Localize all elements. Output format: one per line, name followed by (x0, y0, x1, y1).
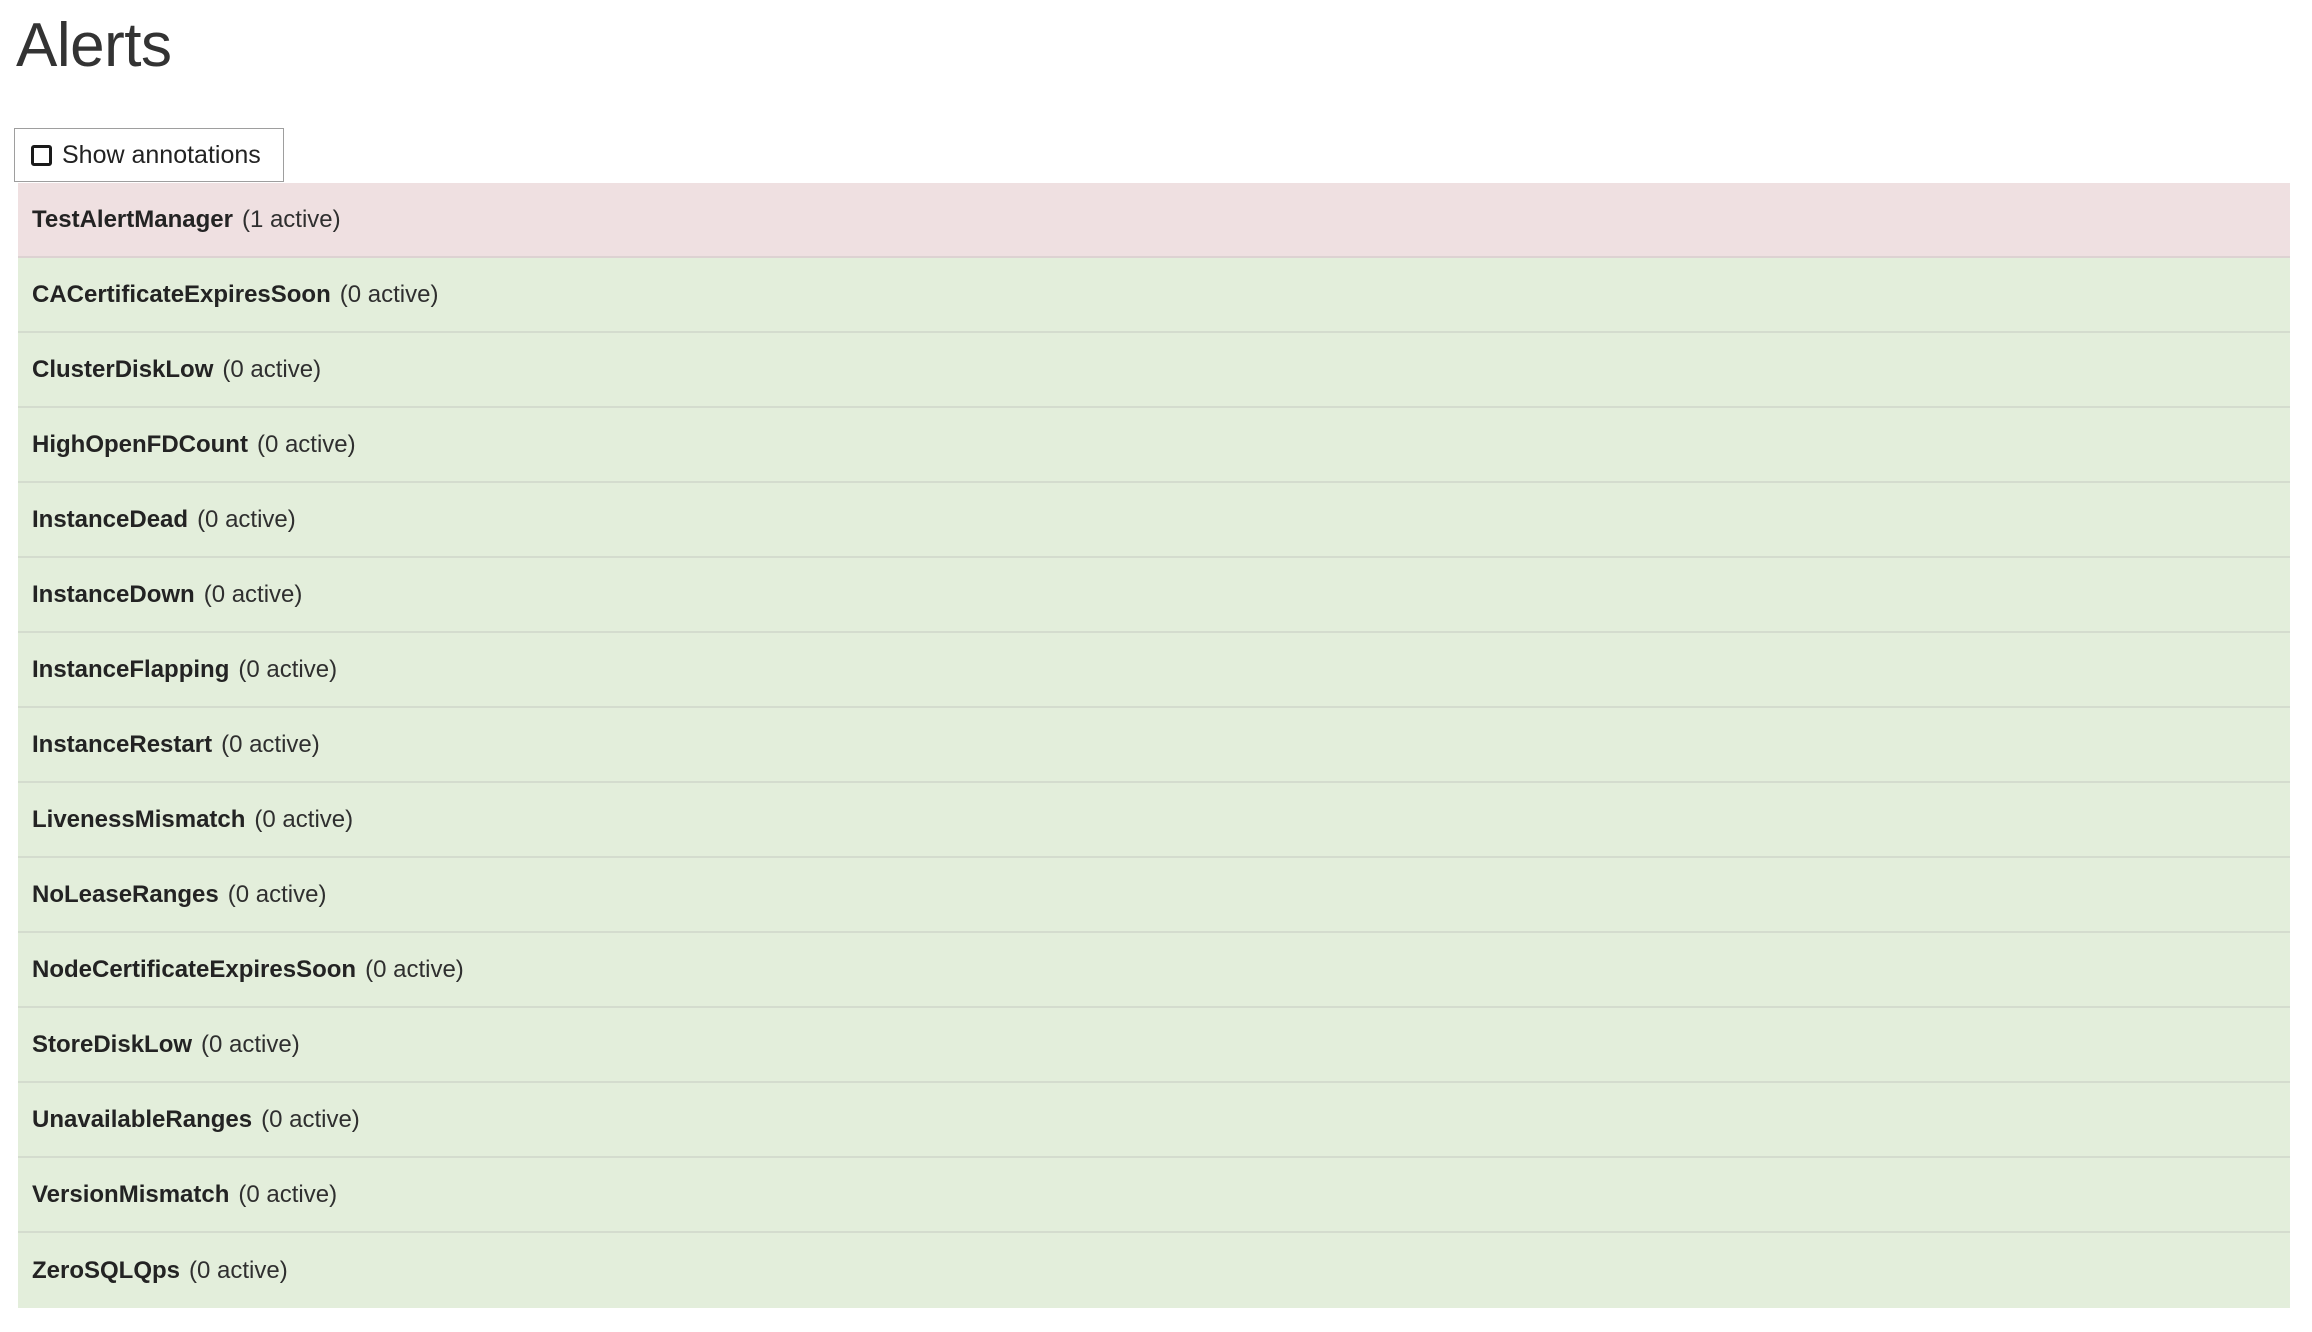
alert-active-count: (0 active) (254, 805, 354, 833)
alert-rule-name: InstanceFlapping (32, 655, 230, 683)
alert-active-count: (0 active) (189, 1256, 288, 1284)
alert-row[interactable]: ClusterDiskLow (0 active) (18, 333, 2290, 408)
alert-rule-name: VersionMismatch (32, 1180, 230, 1208)
alert-row[interactable]: ZeroSQLQps (0 active) (18, 1233, 2290, 1308)
alert-active-count: (0 active) (227, 880, 327, 908)
alert-rule-name: TestAlertManager (32, 205, 233, 233)
alert-active-count: (0 active) (238, 1180, 338, 1208)
alert-row[interactable]: NodeCertificateExpiresSoon (0 active) (18, 933, 2290, 1008)
alert-row[interactable]: InstanceFlapping (0 active) (18, 633, 2290, 708)
alert-active-count: (0 active) (256, 430, 356, 458)
alert-row[interactable]: VersionMismatch (0 active) (18, 1158, 2290, 1233)
alert-rule-name: CACertificateExpiresSoon (32, 280, 331, 308)
alert-rule-name: NoLeaseRanges (32, 880, 219, 908)
alert-row[interactable]: LivenessMismatch (0 active) (18, 783, 2290, 858)
unchecked-square-icon[interactable] (31, 144, 52, 166)
alert-active-count: (0 active) (203, 580, 303, 608)
alert-rule-name: ClusterDiskLow (32, 355, 214, 383)
alert-row[interactable]: InstanceDown (0 active) (18, 558, 2290, 633)
alerts-list: TestAlertManager (1 active) CACertificateE… (18, 183, 2290, 1308)
alert-active-count: (0 active) (261, 1105, 360, 1133)
alert-active-count: (0 active) (221, 730, 320, 758)
alert-rule-name: UnavailableRanges (32, 1105, 253, 1133)
alert-rule-name: InstanceRestart (32, 730, 213, 758)
alert-rule-name: InstanceDead (32, 505, 189, 533)
alert-active-count: (1 active) (241, 205, 341, 233)
alert-active-count: (0 active) (365, 955, 464, 983)
show-annotations-toggle[interactable]: Show annotations (14, 128, 284, 182)
alert-active-count: (0 active) (197, 505, 296, 533)
alert-row[interactable]: InstanceRestart (0 active) (18, 708, 2290, 783)
alert-row[interactable]: NoLeaseRanges (0 active) (18, 858, 2290, 933)
page-title: Alerts (16, 11, 172, 80)
alert-rule-name: HighOpenFDCount (32, 430, 248, 458)
alert-row[interactable]: UnavailableRanges (0 active) (18, 1083, 2290, 1158)
alert-rule-name: InstanceDown (32, 580, 195, 608)
alert-row[interactable]: HighOpenFDCount (0 active) (18, 408, 2290, 483)
alert-rule-name: ZeroSQLQps (32, 1256, 181, 1284)
alert-rule-name: LivenessMismatch (32, 805, 246, 833)
alert-row[interactable]: CACertificateExpiresSoon (0 active) (18, 258, 2290, 333)
alert-rule-name: StoreDiskLow (32, 1030, 193, 1058)
alert-active-count: (0 active) (238, 655, 338, 683)
alert-row[interactable]: StoreDiskLow (0 active) (18, 1008, 2290, 1083)
show-annotations-label: Show annotations (62, 141, 261, 169)
alert-row[interactable]: TestAlertManager (1 active) (18, 183, 2290, 258)
alert-rule-name: NodeCertificateExpiresSoon (32, 955, 357, 983)
alert-row[interactable]: InstanceDead (0 active) (18, 483, 2290, 558)
alert-active-count: (0 active) (339, 280, 439, 308)
alert-active-count: (0 active) (222, 355, 322, 383)
alert-active-count: (0 active) (201, 1030, 300, 1058)
